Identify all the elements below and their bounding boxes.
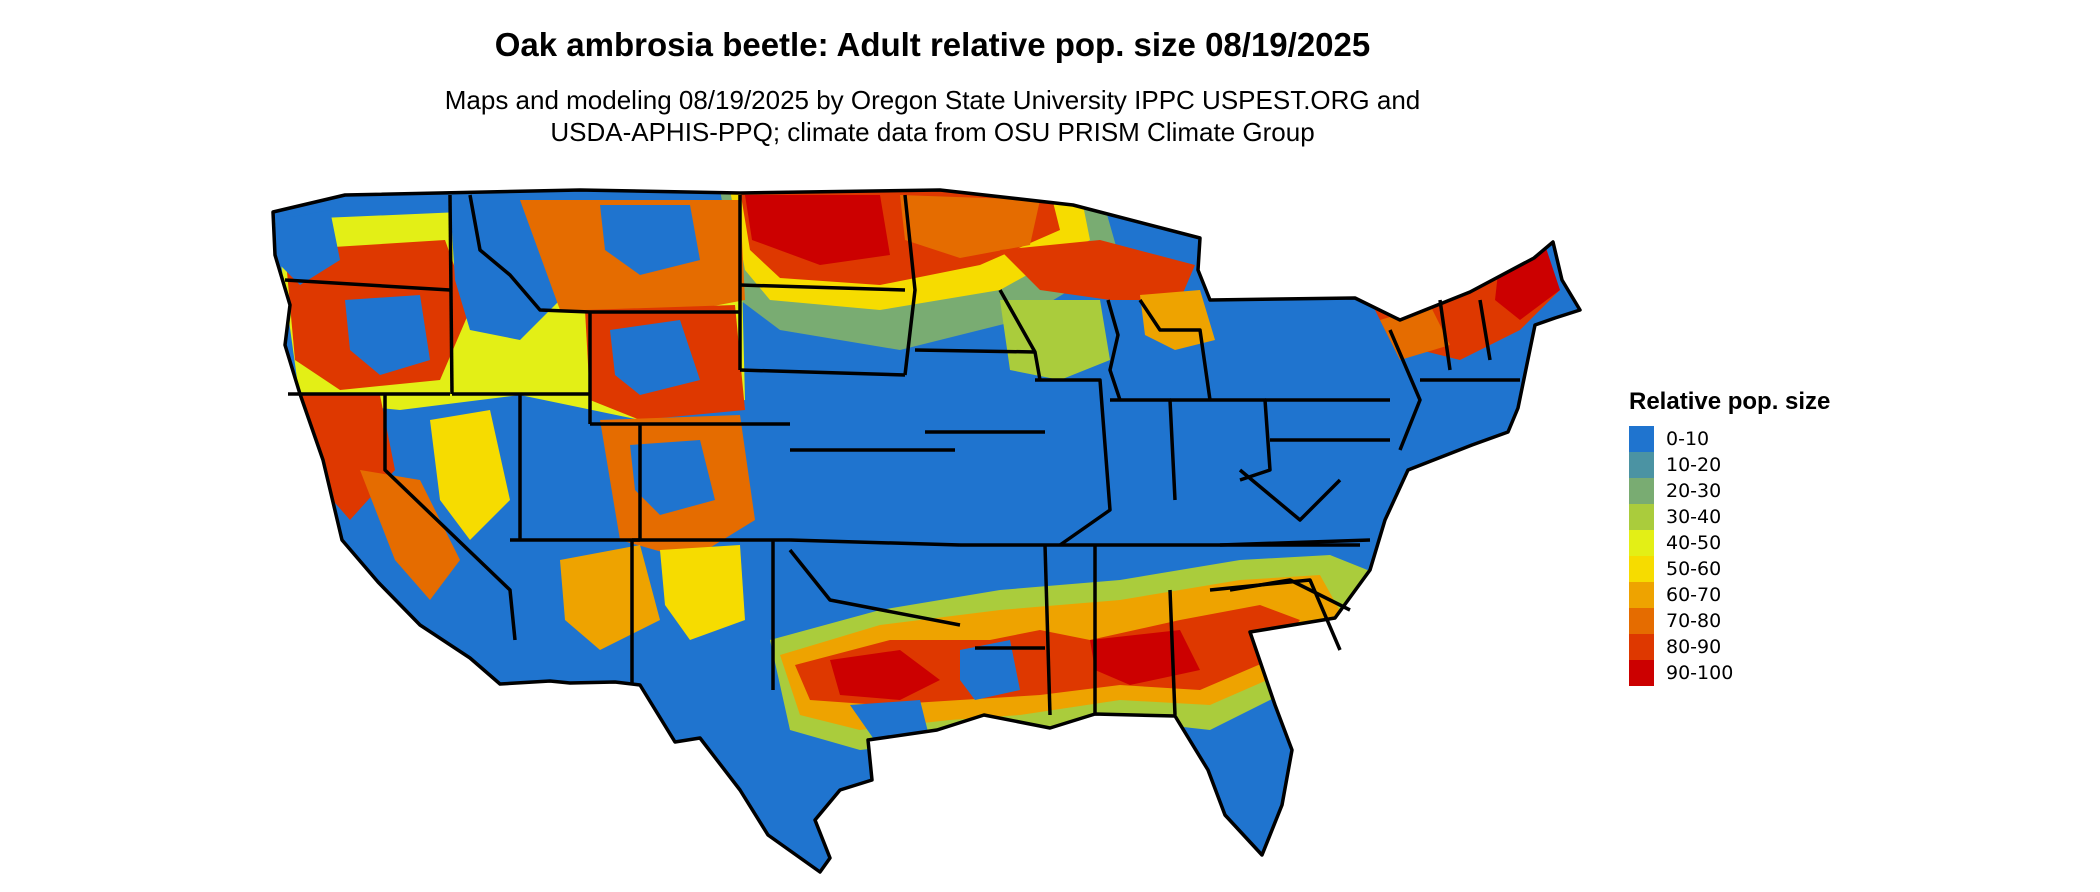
state-borders [271,188,1582,874]
legend-title: Relative pop. size [1629,388,1831,415]
legend-swatch [1629,452,1654,478]
border-vt-nh [1438,299,1452,371]
subtitle-line-1: Maps and modeling 08/19/2025 by Oregon S… [444,85,1421,115]
border-mn-ia [914,348,1036,354]
border-va-nc [1219,538,1371,547]
legend-items: 0-10 10-20 20-30 30-40 40-50 50-60 60-70 70-80 8… [1629,426,1830,686]
legend-label: 20-30 [1666,480,1722,502]
region-northern-plains-peak [745,195,890,265]
region-lower-michigan-north [1140,290,1215,350]
border-lake-michigan [1106,299,1122,401]
border-oh [1170,398,1272,482]
legend-swatch [1629,634,1654,660]
region-north-dakota-east [900,195,1040,258]
border-wa-or [284,278,451,292]
legend-item: 50-60 [1629,556,1830,582]
border-ok-tx [788,548,961,627]
border-mn-wi [998,289,1042,381]
region-montana-cool [600,205,700,275]
border-ny-ne [1388,329,1422,451]
region-texas-peak [830,650,940,700]
legend-label: 40-50 [1666,532,1722,554]
heat-regions [273,190,1580,872]
us-outline [271,188,1582,874]
border-nh-me [1478,299,1492,361]
border-ks-ok [789,538,961,547]
legend-item: 60-70 [1629,582,1830,608]
legend-item: 30-40 [1629,504,1830,530]
legend-swatch [1629,582,1654,608]
legend-swatch [1629,426,1654,452]
border-lower-michigan [1138,299,1212,401]
region-oregon-interior [345,295,430,375]
legend-label: 30-40 [1666,506,1722,528]
border-nc-sc [1229,578,1351,612]
legend-item: 90-100 [1629,660,1830,686]
legend-label: 50-60 [1666,558,1722,580]
border-nd-sd [739,283,906,292]
border-ca-nv [383,394,517,641]
legend-item: 40-50 [1629,530,1830,556]
legend-label: 90-100 [1666,662,1734,684]
map-legend: Relative pop. size 0-10 10-20 20-30 30-40 40… [1629,388,1830,686]
region-new-mexico-mtns [660,545,745,640]
subtitle-line-2: USDA-APHIS-PPQ; climate data from OSU PR… [550,117,1315,147]
region-colorado-cool [630,440,715,515]
border-nd-mn [903,194,917,376]
legend-item: 10-20 [1629,452,1830,478]
border-id-mt [468,194,591,314]
region-sierra [360,470,460,600]
legend-item: 70-80 [1629,608,1830,634]
border-al-ga [1168,589,1177,716]
map-subtitle: Maps and modeling 08/19/2025 by Oregon S… [0,84,1865,148]
legend-label: 0-10 [1666,428,1710,450]
border-wv-va [1238,468,1342,522]
border-sd-ne [739,368,906,377]
legend-swatch [1629,660,1654,686]
legend-swatch [1629,530,1654,556]
border-il [1035,378,1112,547]
border-id-west [448,194,454,395]
region-arizona-mtns [560,545,660,650]
legend-label: 60-70 [1666,584,1722,606]
legend-item: 20-30 [1629,478,1830,504]
legend-swatch [1629,556,1654,582]
legend-label: 10-20 [1666,454,1722,476]
map-title: Oak ambrosia beetle: Adult relative pop.… [494,26,1371,63]
border-ms-al [1043,544,1052,716]
legend-swatch [1629,504,1654,530]
legend-swatch [1629,478,1654,504]
legend-label: 80-90 [1666,636,1722,658]
legend-item: 80-90 [1629,634,1830,660]
region-wyoming-cool [610,320,700,395]
region-east-texas-cool [960,640,1020,700]
legend-item: 0-10 [1629,426,1830,452]
region-nevada-spots [430,410,510,540]
region-upper-michigan [1000,240,1195,300]
region-wisconsin-band [1000,300,1110,380]
region-washington-coast [275,210,340,285]
legend-label: 70-80 [1666,610,1722,632]
legend-swatch [1629,608,1654,634]
